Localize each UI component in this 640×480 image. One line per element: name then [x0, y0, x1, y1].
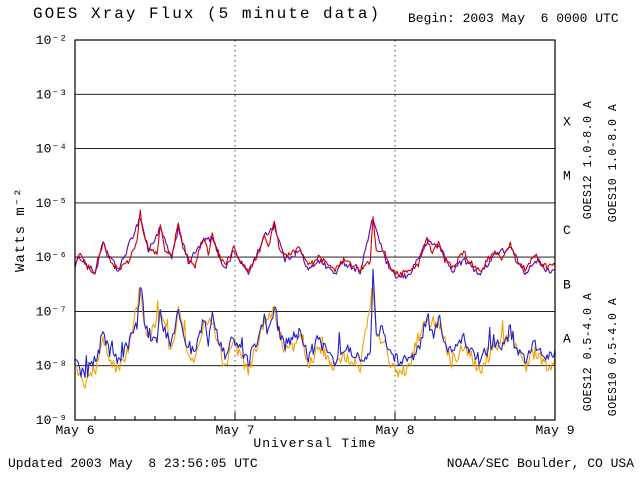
flare-class-label: C [563, 223, 571, 238]
flare-class-label: X [563, 114, 571, 129]
y-tick-label: 10⁻⁴ [36, 142, 67, 157]
legend-label: GOES12 0.5-4.0 A [582, 293, 595, 411]
legend-label: GOES12 1.0-8.0 A [582, 101, 595, 219]
series-line-1 [74, 209, 556, 277]
legend-label: GOES10 1.0-8.0 A [607, 104, 620, 222]
flare-class-label: M [563, 169, 571, 184]
flare-class-label: A [563, 332, 571, 347]
legend-label: GOES10 0.5-4.0 A [607, 298, 620, 416]
updated-label: Updated 2003 May 8 23:56:05 UTC [8, 456, 258, 471]
plot-border [74, 39, 556, 421]
y-tick-label: 10⁻⁵ [36, 196, 67, 211]
chart-title: GOES Xray Flux (5 minute data) [33, 5, 382, 23]
x-tick-label: May 8 [375, 423, 414, 438]
x-tick-label: May 6 [55, 423, 94, 438]
y-tick-label: 10⁻⁶ [36, 250, 67, 265]
begin-label: Begin: 2003 May 6 0000 UTC [408, 11, 619, 26]
x-tick-label: May 7 [215, 423, 254, 438]
credit-label: NOAA/SEC Boulder, CO USA [446, 456, 634, 471]
y-tick-label: 10⁻² [36, 33, 67, 48]
y-tick-label: 10⁻⁹ [36, 413, 67, 428]
x-axis-label: Universal Time [253, 436, 377, 451]
y-axis-label: Watts m⁻² [13, 187, 29, 272]
flare-class-label: B [563, 277, 571, 292]
y-tick-label: 10⁻⁸ [36, 359, 67, 374]
series-line-2 [74, 286, 556, 389]
y-tick-label: 10⁻³ [36, 87, 67, 102]
series-line-0 [74, 218, 556, 279]
series-line-3 [74, 268, 556, 379]
x-tick-label: May 9 [535, 423, 574, 438]
y-tick-label: 10⁻⁷ [36, 304, 67, 319]
